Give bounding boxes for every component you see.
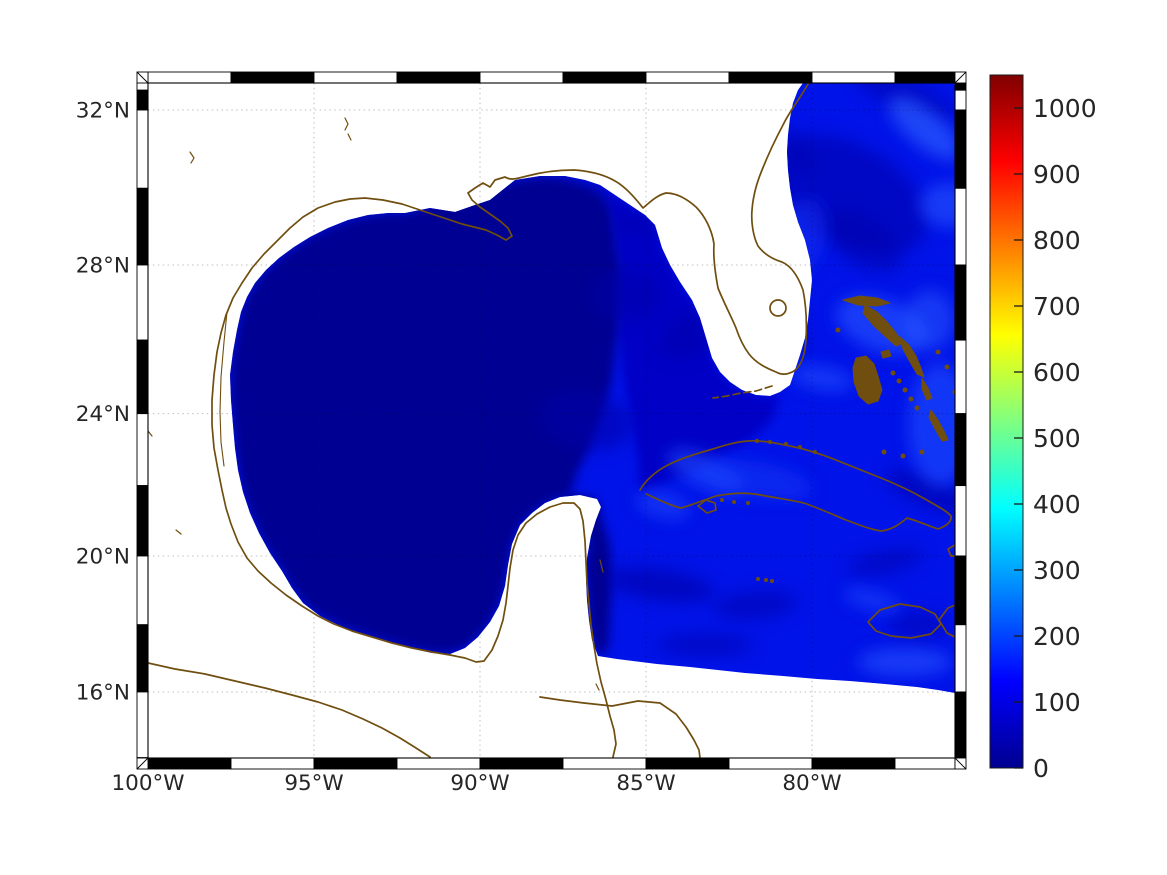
frame-segment	[954, 624, 967, 693]
colorbar-tick-label: 600	[1033, 358, 1081, 387]
frame-corner-bevel	[136, 71, 149, 84]
frame-segment	[954, 82, 967, 91]
frame-segment	[954, 89, 967, 111]
frame-segment	[954, 264, 967, 341]
bahamas-islands	[720, 295, 955, 583]
frame-segment	[954, 187, 967, 266]
frame-segment	[136, 187, 149, 266]
frame-segment	[136, 413, 149, 487]
lon-tick-label: 80°W	[782, 771, 841, 796]
frame-segment	[396, 757, 481, 770]
colorbar-gradient	[989, 74, 1024, 769]
frame-segment	[954, 485, 967, 557]
frame-segment	[136, 109, 149, 189]
lat-tick-label: 20°N	[76, 544, 130, 569]
frame-segment	[894, 757, 956, 770]
gulf-deep-basin	[230, 176, 620, 654]
frame-corner-bevel	[954, 71, 967, 84]
cuba-coastline	[639, 439, 952, 532]
axis-tick-labels: 100°W 95°W 90°W 85°W 80°W 32°N 28°N 24°N 20°N 16°…	[76, 99, 842, 797]
colorbar-ticks: 0 100 200 300 400 500 600 700 800 900 1000	[1014, 94, 1097, 783]
frame-segment	[728, 71, 813, 84]
frame-segment	[147, 757, 232, 770]
frame-segment	[136, 264, 149, 341]
florida-keys	[712, 385, 773, 399]
colorbar-tick-label: 900	[1033, 160, 1081, 189]
frame-segment	[136, 485, 149, 557]
frame-segment	[396, 71, 481, 84]
colorbar: 0 100 200 300 400 500 600 700 800 900 1000	[989, 74, 1097, 783]
coastlines	[148, 83, 955, 758]
frame-segment	[147, 71, 232, 84]
graticule	[148, 83, 955, 758]
frame-segment	[562, 757, 647, 770]
frame-segment	[894, 71, 956, 84]
frame-segment	[136, 339, 149, 415]
colorbar-tick-label: 500	[1033, 424, 1081, 453]
texas-barrier-islands	[219, 311, 228, 467]
frame-corner-bevel	[954, 757, 967, 770]
colorbar-tick-label: 200	[1033, 622, 1081, 651]
lon-tick-label: 95°W	[284, 771, 343, 796]
lake-okeechobee	[769, 299, 787, 317]
colorbar-tick-label: 100	[1033, 688, 1081, 717]
lon-tick-label: 85°W	[616, 771, 675, 796]
frame-segment	[136, 691, 149, 759]
colorbar-tick-label: 300	[1033, 556, 1081, 585]
frame-segment	[136, 82, 149, 91]
frame-segment	[136, 555, 149, 626]
colorbar-tick-label: 1000	[1033, 94, 1097, 123]
frame-segment	[313, 757, 398, 770]
lat-tick-label: 28°N	[76, 253, 130, 278]
frame-segment	[562, 71, 647, 84]
northeast-gulf-shelf	[540, 176, 780, 495]
frame-segment	[728, 757, 813, 770]
lon-tick-label: 100°W	[111, 771, 184, 796]
frame-segment	[954, 413, 967, 487]
lat-tick-label: 24°N	[76, 402, 130, 427]
colorbar-tick-label: 400	[1033, 490, 1081, 519]
frame-segment	[954, 555, 967, 626]
map-frame	[136, 71, 967, 770]
frame-segment	[313, 71, 398, 84]
frame-segment	[230, 757, 315, 770]
lon-tick-label: 90°W	[450, 771, 509, 796]
plot-border	[147, 82, 956, 759]
colorbar-tick-label: 800	[1033, 226, 1081, 255]
colorbar-tick-label: 0	[1033, 754, 1049, 783]
frame-segment	[230, 71, 315, 84]
lat-tick-label: 16°N	[76, 680, 130, 705]
frame-segment	[811, 757, 896, 770]
colorbar-tick-label: 700	[1033, 292, 1081, 321]
pacific-coastline	[148, 662, 431, 758]
frame-segment	[954, 109, 967, 189]
frame-segment	[954, 339, 967, 415]
frame-segment	[645, 757, 730, 770]
small-islets	[148, 117, 604, 691]
frame-segment	[479, 757, 564, 770]
frame-segment	[811, 71, 896, 84]
honduras-coastline	[539, 696, 701, 758]
mainland-coastline	[211, 83, 810, 758]
frame-segment	[645, 71, 730, 84]
frame-segment	[954, 691, 967, 759]
lat-tick-label: 32°N	[76, 99, 130, 124]
frame-segment	[136, 89, 149, 111]
frame-corner-bevel	[136, 757, 149, 770]
frame-segment	[479, 71, 564, 84]
frame-segment	[136, 624, 149, 693]
gulf-deep-south-lobe	[565, 498, 612, 656]
isla-juventud-coastline	[697, 499, 717, 514]
